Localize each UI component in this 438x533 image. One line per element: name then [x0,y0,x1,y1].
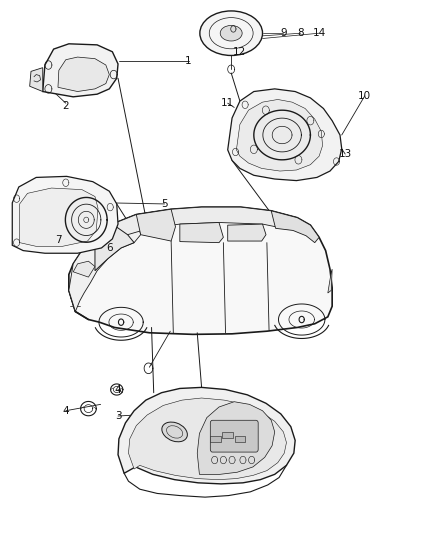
Polygon shape [228,224,266,241]
Text: 4: 4 [63,406,69,416]
Polygon shape [228,89,342,181]
Polygon shape [58,57,110,92]
Polygon shape [197,402,275,474]
Ellipse shape [220,26,242,41]
Text: 8: 8 [297,28,304,38]
Text: 1: 1 [185,56,192,66]
FancyBboxPatch shape [210,420,258,452]
Text: 12: 12 [233,47,247,56]
Text: 6: 6 [106,243,113,253]
Polygon shape [69,215,141,312]
Text: 7: 7 [55,235,61,245]
Text: 9: 9 [280,28,287,38]
Polygon shape [30,68,43,92]
Bar [235,435,245,442]
Bar [223,432,233,438]
Polygon shape [128,398,286,480]
Text: 13: 13 [339,149,352,159]
Polygon shape [136,209,176,241]
Text: 14: 14 [312,28,326,38]
Polygon shape [118,387,295,484]
Text: 11: 11 [221,98,234,108]
Polygon shape [69,207,332,334]
Polygon shape [328,269,332,293]
Ellipse shape [200,11,262,55]
Text: 2: 2 [63,101,69,111]
Text: 3: 3 [115,411,121,421]
Polygon shape [12,176,118,253]
Polygon shape [102,207,297,251]
Text: 4: 4 [115,384,121,394]
Text: 5: 5 [161,199,168,209]
Polygon shape [20,188,98,246]
Polygon shape [43,44,118,97]
Polygon shape [271,211,319,243]
Ellipse shape [162,422,187,442]
Polygon shape [73,261,95,277]
Polygon shape [237,100,322,171]
Text: 10: 10 [358,91,371,101]
Polygon shape [180,222,223,243]
Polygon shape [95,224,134,271]
Bar [210,435,221,442]
